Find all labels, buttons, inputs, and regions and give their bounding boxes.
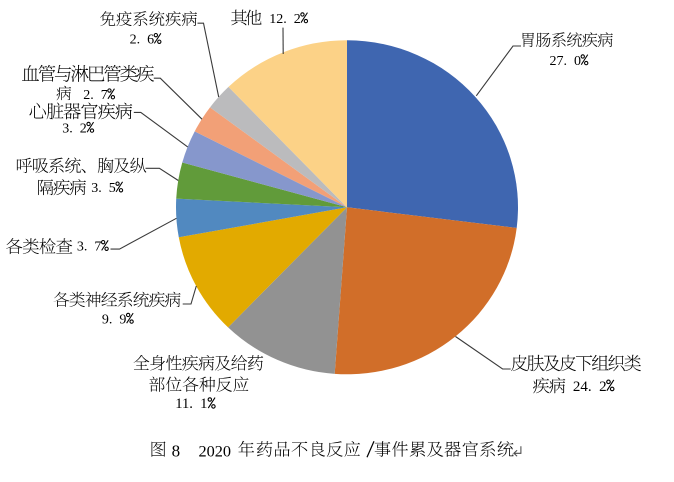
svg-text:2. 7: 2. 7 <box>83 88 108 103</box>
svg-text:2020: 2020 <box>199 441 232 460</box>
svg-text:8: 8 <box>172 441 181 460</box>
svg-text:24. 2: 24. 2 <box>573 379 607 395</box>
svg-text:2. 6: 2. 6 <box>130 33 155 48</box>
svg-text:12. 2: 12. 2 <box>269 12 301 27</box>
svg-text:27. 0: 27. 0 <box>550 54 582 69</box>
svg-text:9. 9: 9. 9 <box>102 312 127 327</box>
svg-text:3. 2: 3. 2 <box>62 121 87 136</box>
svg-text:3. 5: 3. 5 <box>91 181 116 196</box>
svg-text:3. 7: 3. 7 <box>77 240 102 255</box>
svg-text:11. 1: 11. 1 <box>175 396 207 412</box>
